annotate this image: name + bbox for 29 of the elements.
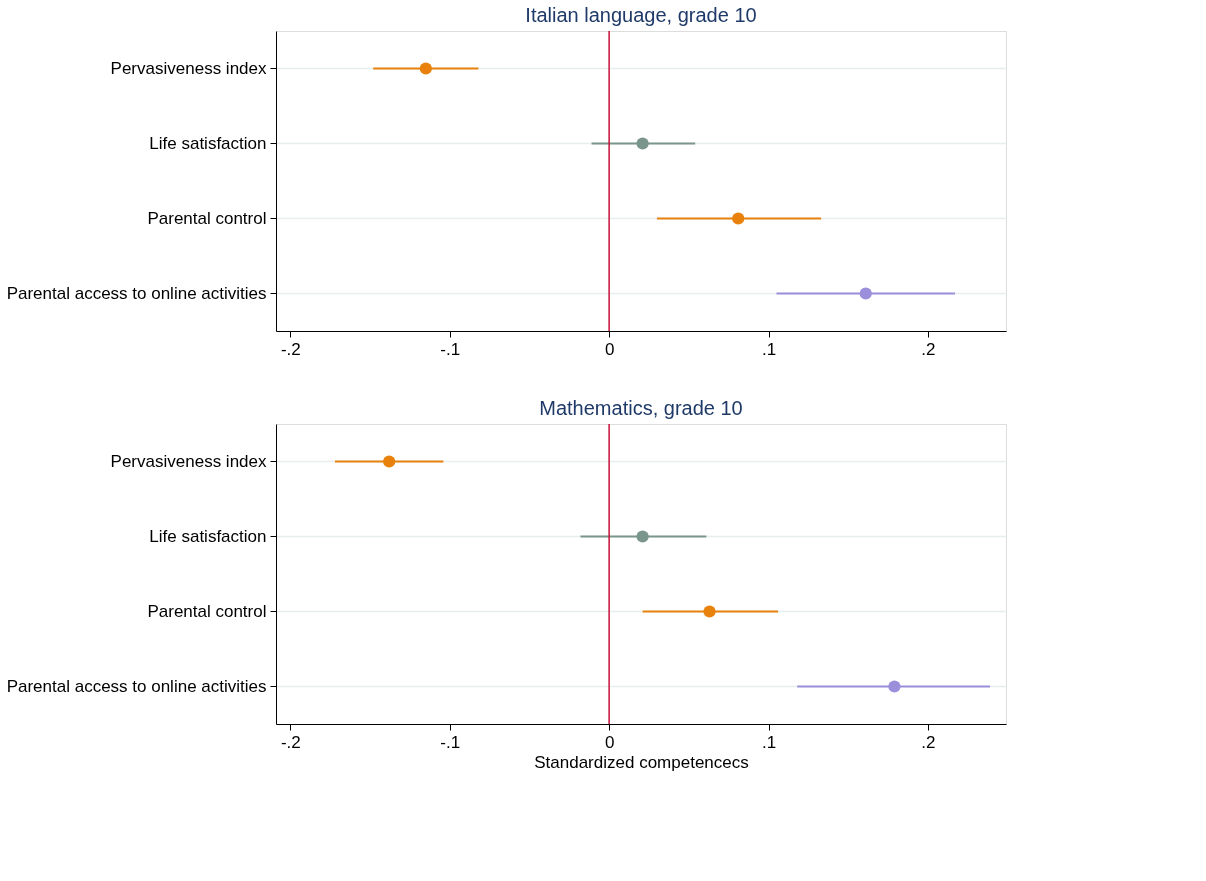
y-tick-label: Life satisfaction bbox=[149, 526, 267, 546]
point bbox=[888, 680, 901, 693]
point bbox=[383, 455, 396, 468]
point bbox=[703, 605, 716, 618]
x-tick-label: -.1 bbox=[440, 732, 461, 752]
x-tick-label: .1 bbox=[761, 732, 777, 752]
point bbox=[636, 137, 649, 150]
y-tick-label: Parental access to online activities bbox=[6, 676, 267, 696]
y-tick-label: Pervasiveness index bbox=[110, 58, 267, 78]
x-tick-label: -.2 bbox=[280, 732, 301, 752]
point bbox=[732, 212, 745, 225]
point bbox=[859, 287, 872, 300]
y-tick-label: Parental control bbox=[147, 208, 267, 228]
chart-title: Italian language, grade 10 bbox=[525, 4, 757, 27]
y-tick-label: Pervasiveness index bbox=[110, 451, 267, 471]
x-tick-label: -.1 bbox=[440, 339, 461, 359]
y-tick-label: Parental control bbox=[147, 601, 267, 621]
point bbox=[419, 62, 432, 75]
y-tick-label: Life satisfaction bbox=[149, 133, 267, 153]
x-axis-title: Standardized competencecs bbox=[534, 752, 749, 772]
y-tick-label: Parental access to online activities bbox=[6, 283, 267, 303]
x-tick-label: .1 bbox=[761, 339, 777, 359]
point bbox=[636, 530, 649, 543]
x-tick-label: -.2 bbox=[280, 339, 301, 359]
x-tick-label: 0 bbox=[604, 732, 615, 752]
x-tick-label: .2 bbox=[921, 732, 936, 752]
x-tick-label: 0 bbox=[604, 339, 615, 359]
chart-title: Mathematics, grade 10 bbox=[539, 397, 743, 420]
x-tick-label: .2 bbox=[921, 339, 936, 359]
